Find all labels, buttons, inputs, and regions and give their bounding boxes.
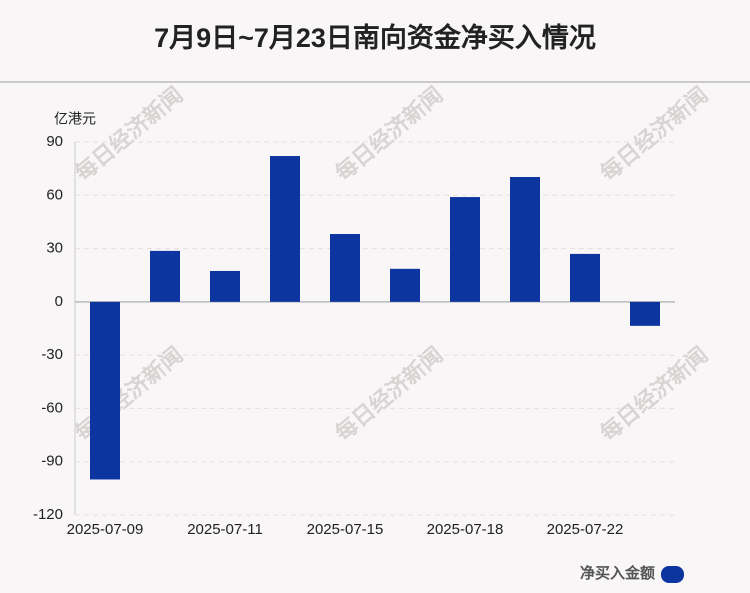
bar [270,156,300,302]
x-tick-label: 2025-07-18 [427,521,504,538]
y-tick-label: 90 [46,133,63,150]
y-tick-label: 60 [46,186,63,203]
x-tick-label: 2025-07-22 [547,521,624,538]
chart-title: 7月9日~7月23日南向资金净买入情况 [154,22,596,53]
bar [150,250,180,302]
y-tick-label: -120 [33,506,63,523]
watermark: 每日经济新闻 [595,342,713,447]
bar [330,234,360,302]
legend-swatch [661,566,684,583]
bar [450,197,480,302]
y-unit: 亿港元 [54,111,96,127]
bar [90,301,120,480]
x-tick-label: 2025-07-09 [67,521,144,538]
watermark: 每日经济新闻 [595,82,713,187]
y-tick-label: 0 [55,293,63,310]
x-tick-label: 2025-07-11 [187,521,263,538]
y-tick-label: 30 [46,240,63,257]
legend-label: 净买入金额 [580,564,655,582]
watermark: 每日经济新闻 [330,82,448,187]
y-tick-label: -60 [41,399,63,416]
watermark: 每日经济新闻 [70,342,188,447]
bar [390,268,420,302]
x-tick-label: 2025-07-15 [307,521,384,538]
bar [630,301,660,326]
y-tick-label: -90 [41,453,63,470]
bar [210,270,240,302]
watermark: 每日经济新闻 [330,342,448,447]
y-tick-label: -30 [41,346,63,363]
bar [570,253,600,302]
bar [510,176,540,302]
watermark: 每日经济新闻 [70,82,188,187]
